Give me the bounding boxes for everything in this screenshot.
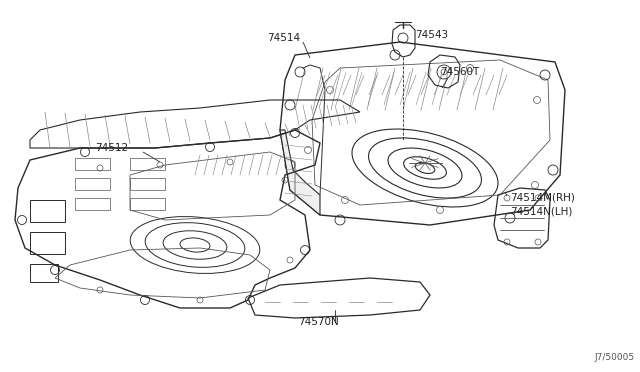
Bar bbox=[130, 178, 165, 190]
Text: 74512: 74512 bbox=[95, 143, 128, 153]
Bar bbox=[75, 158, 110, 170]
Bar bbox=[130, 198, 165, 210]
Bar bbox=[75, 198, 110, 210]
Polygon shape bbox=[280, 130, 320, 215]
Bar bbox=[130, 158, 165, 170]
Text: 74514N(LH): 74514N(LH) bbox=[510, 207, 572, 217]
Bar bbox=[30, 264, 58, 282]
Text: 74543: 74543 bbox=[415, 30, 448, 40]
Bar bbox=[30, 200, 65, 222]
Text: 74560T: 74560T bbox=[440, 67, 479, 77]
Text: 74514M(RH): 74514M(RH) bbox=[510, 193, 575, 203]
Text: 74514: 74514 bbox=[267, 33, 300, 43]
Bar bbox=[30, 232, 65, 254]
Text: J7/50005: J7/50005 bbox=[595, 353, 635, 362]
Bar bbox=[75, 178, 110, 190]
Text: 74570N: 74570N bbox=[298, 317, 339, 327]
